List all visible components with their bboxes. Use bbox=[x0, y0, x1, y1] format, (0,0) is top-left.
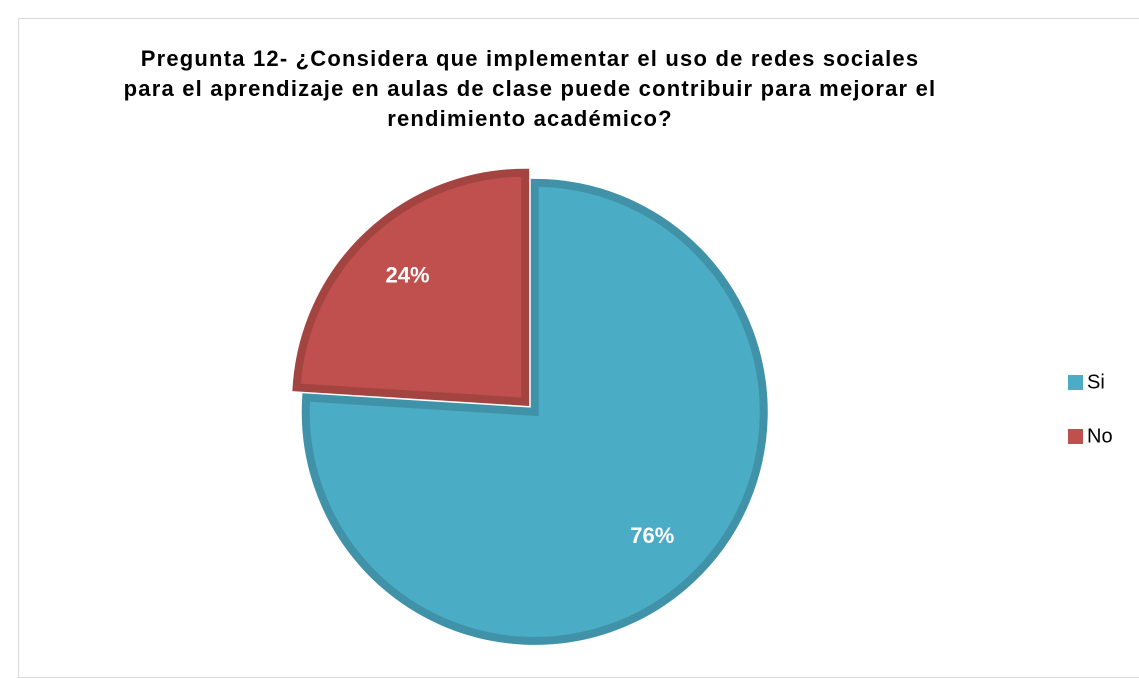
pie-slice bbox=[292, 168, 530, 406]
data-label: 76% bbox=[630, 523, 674, 548]
data-label: 24% bbox=[386, 262, 430, 287]
legend-label: No bbox=[1087, 425, 1113, 447]
plot: 76% 24% Si No bbox=[292, 168, 1113, 645]
chart-title: Pregunta 12- ¿Considera que implementar … bbox=[123, 46, 937, 131]
chart: Pregunta 12- ¿Considera que implementar … bbox=[18, 18, 1139, 678]
legend-label: Si bbox=[1087, 371, 1105, 393]
legend-swatch bbox=[1068, 429, 1083, 444]
legend-swatch bbox=[1068, 375, 1083, 390]
pie-slice bbox=[301, 178, 768, 645]
